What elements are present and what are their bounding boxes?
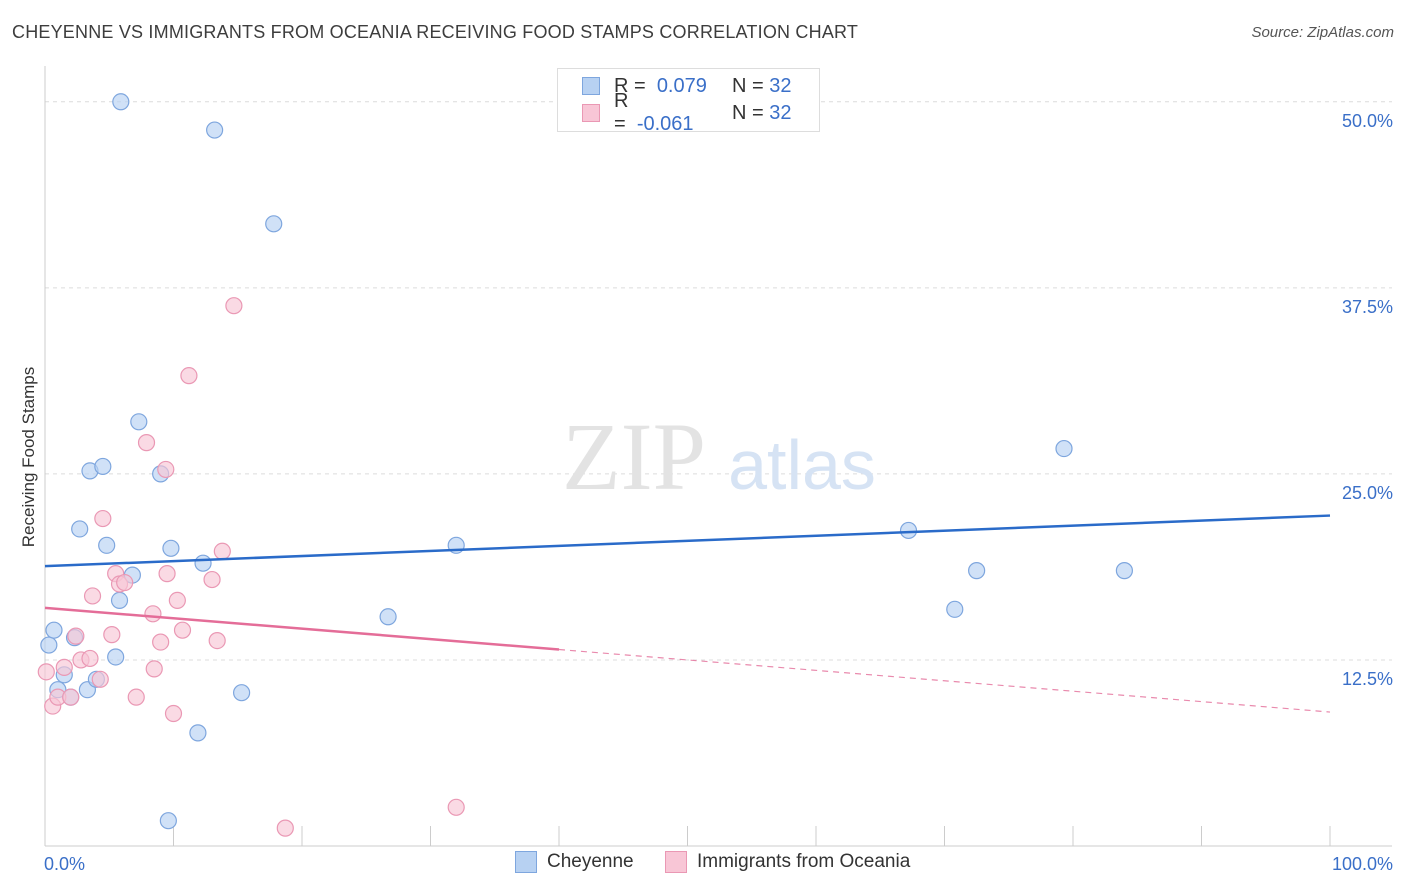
cheyenne-point — [130, 413, 148, 431]
y-tick-label: 37.5% — [1342, 297, 1393, 317]
cheyenne-point — [379, 608, 397, 626]
oceania-swatch — [582, 104, 600, 122]
oceania-point — [94, 509, 112, 528]
y-tick-label: 12.5% — [1342, 669, 1393, 689]
x-tick-labels: 0.0% 100.0% — [44, 854, 1393, 874]
cheyenne-point — [107, 648, 125, 666]
oceania-trend-extension — [558, 648, 1331, 713]
oceania-point — [180, 367, 198, 385]
n-value: 32 — [769, 74, 792, 97]
oceania-point — [164, 704, 183, 723]
y-tick-label: 25.0% — [1342, 483, 1393, 503]
trend-lines — [44, 514, 1331, 713]
oceania-legend-swatch — [665, 851, 687, 873]
oceania-point — [83, 587, 102, 605]
cheyenne-point — [233, 684, 251, 702]
legend-label-oceania: Immigrants from Oceania — [697, 851, 911, 872]
cheyenne-point — [206, 121, 224, 139]
r-label: R = — [614, 74, 646, 97]
legend-item-cheyenne[interactable]: Cheyenne — [515, 851, 634, 873]
cheyenne-point — [194, 554, 212, 572]
cheyenne-point — [265, 215, 283, 233]
cheyenne-point — [112, 93, 130, 111]
oceania-point — [103, 626, 121, 644]
cheyenne-point — [110, 591, 129, 610]
cheyenne-point — [71, 520, 89, 538]
r-label: R = — [614, 90, 629, 135]
oceania-point — [91, 670, 109, 688]
oceania-point — [447, 798, 465, 816]
oceania-point — [67, 627, 85, 645]
legend-row-cheyenne: R = 0.079 N = 32 — [582, 73, 792, 99]
cheyenne-point — [968, 562, 986, 580]
correlation-legend: R = 0.079 N = 32 R = -0.061 N = 32 — [557, 68, 820, 135]
series-legend: Cheyenne Immigrants from Oceania — [0, 851, 1406, 879]
oceania-point — [203, 570, 221, 589]
oceania-point — [137, 434, 156, 452]
oceania-point — [213, 542, 231, 560]
cheyenne-point — [40, 636, 58, 654]
cheyenne-swatch — [582, 77, 600, 95]
y-axis-label: Receiving Food Stamps — [19, 367, 38, 547]
x-tick-label: 0.0% — [44, 854, 85, 874]
cheyenne-point — [946, 600, 964, 618]
cheyenne-point — [159, 812, 177, 830]
legend-label-cheyenne: Cheyenne — [547, 851, 634, 872]
watermark-zip: ZIP — [562, 403, 706, 510]
oceania-point — [276, 819, 294, 837]
oceania-point — [81, 649, 99, 668]
y-tick-labels: 12.5% 25.0% 37.5% 50.0% — [1342, 111, 1393, 689]
cheyenne-point — [899, 521, 918, 540]
n-label: N = — [732, 101, 764, 124]
oceania-point — [144, 605, 162, 623]
oceania-trend-line — [44, 606, 560, 651]
oceania-point — [152, 633, 170, 651]
oceania-point — [157, 460, 175, 479]
oceania-point — [168, 591, 186, 610]
oceania-point — [62, 688, 80, 706]
oceania-point — [37, 663, 55, 681]
legend-row-oceania: R = -0.061 N = 32 — [582, 90, 792, 135]
oceania-point — [145, 660, 163, 678]
oceania-point — [173, 621, 192, 639]
cheyenne-point — [1055, 439, 1073, 458]
axes — [44, 66, 1392, 847]
n-value: 32 — [769, 101, 792, 124]
cheyenne-legend-swatch — [515, 851, 537, 873]
y-tick-label: 50.0% — [1342, 111, 1393, 131]
cheyenne-trend-line — [44, 514, 1331, 568]
watermark: ZIP atlas — [562, 403, 876, 510]
grid-lines — [45, 101, 1392, 661]
source-label: Source: ZipAtlas.com — [1251, 24, 1394, 41]
watermark-atlas: atlas — [728, 426, 876, 504]
oceania-point — [225, 297, 243, 315]
cheyenne-point — [162, 539, 180, 557]
cheyenne-point — [98, 536, 116, 554]
data-points — [37, 93, 1134, 837]
r-value: 0.079 — [656, 74, 707, 97]
cheyenne-point — [1115, 562, 1134, 580]
cheyenne-point — [45, 621, 63, 639]
oceania-point — [116, 573, 134, 592]
legend-item-oceania[interactable]: Immigrants from Oceania — [665, 851, 910, 873]
r-value: -0.061 — [636, 113, 694, 135]
n-label: N = — [732, 74, 764, 97]
cheyenne-point — [94, 457, 112, 476]
chart-title: CHEYENNE VS IMMIGRANTS FROM OCEANIA RECE… — [12, 22, 859, 42]
oceania-point — [127, 688, 145, 706]
x-tick-label: 100.0% — [1332, 854, 1393, 874]
oceania-point — [208, 631, 226, 650]
oceania-point — [158, 565, 176, 583]
oceania-point — [55, 658, 73, 676]
cheyenne-point — [189, 724, 207, 742]
